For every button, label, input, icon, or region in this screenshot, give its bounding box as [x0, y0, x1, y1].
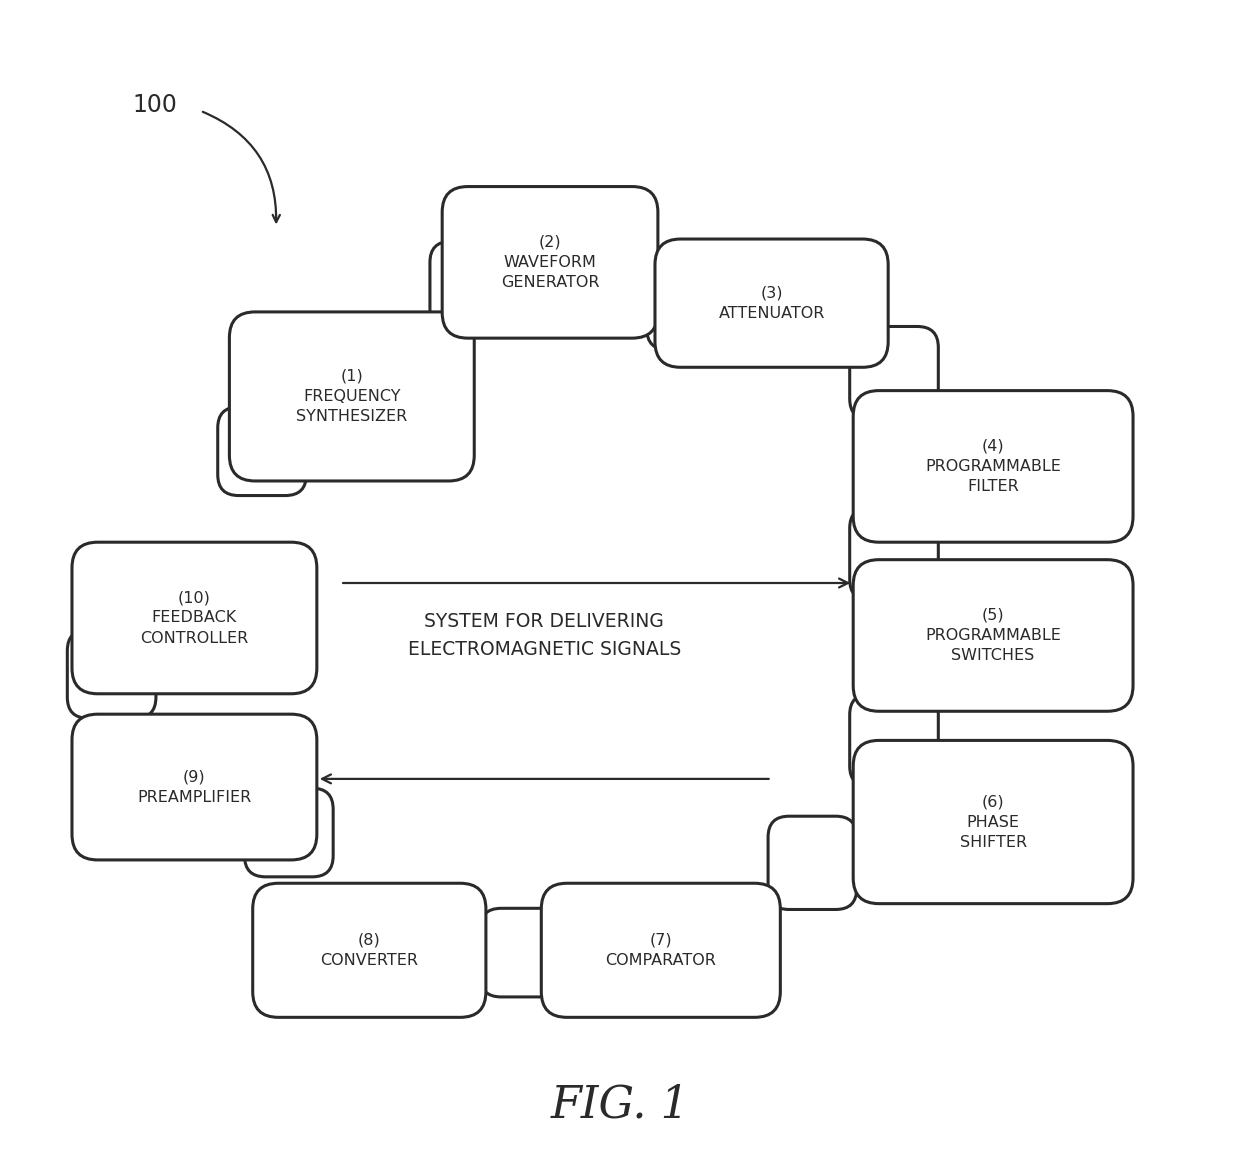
FancyBboxPatch shape	[67, 630, 156, 718]
FancyBboxPatch shape	[253, 884, 486, 1017]
Text: (2)
WAVEFORM
GENERATOR: (2) WAVEFORM GENERATOR	[501, 234, 599, 290]
Text: (7)
COMPARATOR: (7) COMPARATOR	[605, 933, 717, 968]
FancyBboxPatch shape	[647, 261, 735, 350]
FancyBboxPatch shape	[218, 407, 306, 496]
Text: (1)
FREQUENCY
SYNTHESIZER: (1) FREQUENCY SYNTHESIZER	[296, 368, 408, 424]
FancyBboxPatch shape	[849, 326, 939, 420]
Text: SYSTEM FOR DELIVERING
ELECTROMAGNETIC SIGNALS: SYSTEM FOR DELIVERING ELECTROMAGNETIC SI…	[408, 612, 681, 659]
FancyBboxPatch shape	[72, 542, 317, 694]
FancyBboxPatch shape	[853, 740, 1133, 904]
FancyBboxPatch shape	[480, 908, 569, 997]
FancyBboxPatch shape	[768, 816, 857, 909]
Text: (3)
ATTENUATOR: (3) ATTENUATOR	[718, 286, 825, 321]
FancyBboxPatch shape	[542, 884, 780, 1017]
FancyBboxPatch shape	[853, 391, 1133, 542]
FancyBboxPatch shape	[853, 560, 1133, 711]
Text: (8)
CONVERTER: (8) CONVERTER	[320, 933, 418, 968]
FancyBboxPatch shape	[655, 239, 888, 367]
FancyBboxPatch shape	[244, 788, 334, 877]
FancyBboxPatch shape	[849, 507, 939, 600]
Text: (6)
PHASE
SHIFTER: (6) PHASE SHIFTER	[960, 794, 1027, 850]
Text: FIG. 1: FIG. 1	[551, 1083, 689, 1128]
FancyBboxPatch shape	[443, 187, 658, 338]
Text: 100: 100	[133, 93, 177, 117]
FancyBboxPatch shape	[229, 311, 474, 480]
Text: (5)
PROGRAMMABLE
SWITCHES: (5) PROGRAMMABLE SWITCHES	[925, 607, 1061, 663]
FancyBboxPatch shape	[849, 694, 939, 787]
Text: (10)
FEEDBACK
CONTROLLER: (10) FEEDBACK CONTROLLER	[140, 590, 248, 646]
Text: (9)
PREAMPLIFIER: (9) PREAMPLIFIER	[138, 770, 252, 805]
FancyBboxPatch shape	[430, 241, 518, 330]
Text: (4)
PROGRAMMABLE
FILTER: (4) PROGRAMMABLE FILTER	[925, 438, 1061, 494]
FancyBboxPatch shape	[72, 714, 317, 861]
